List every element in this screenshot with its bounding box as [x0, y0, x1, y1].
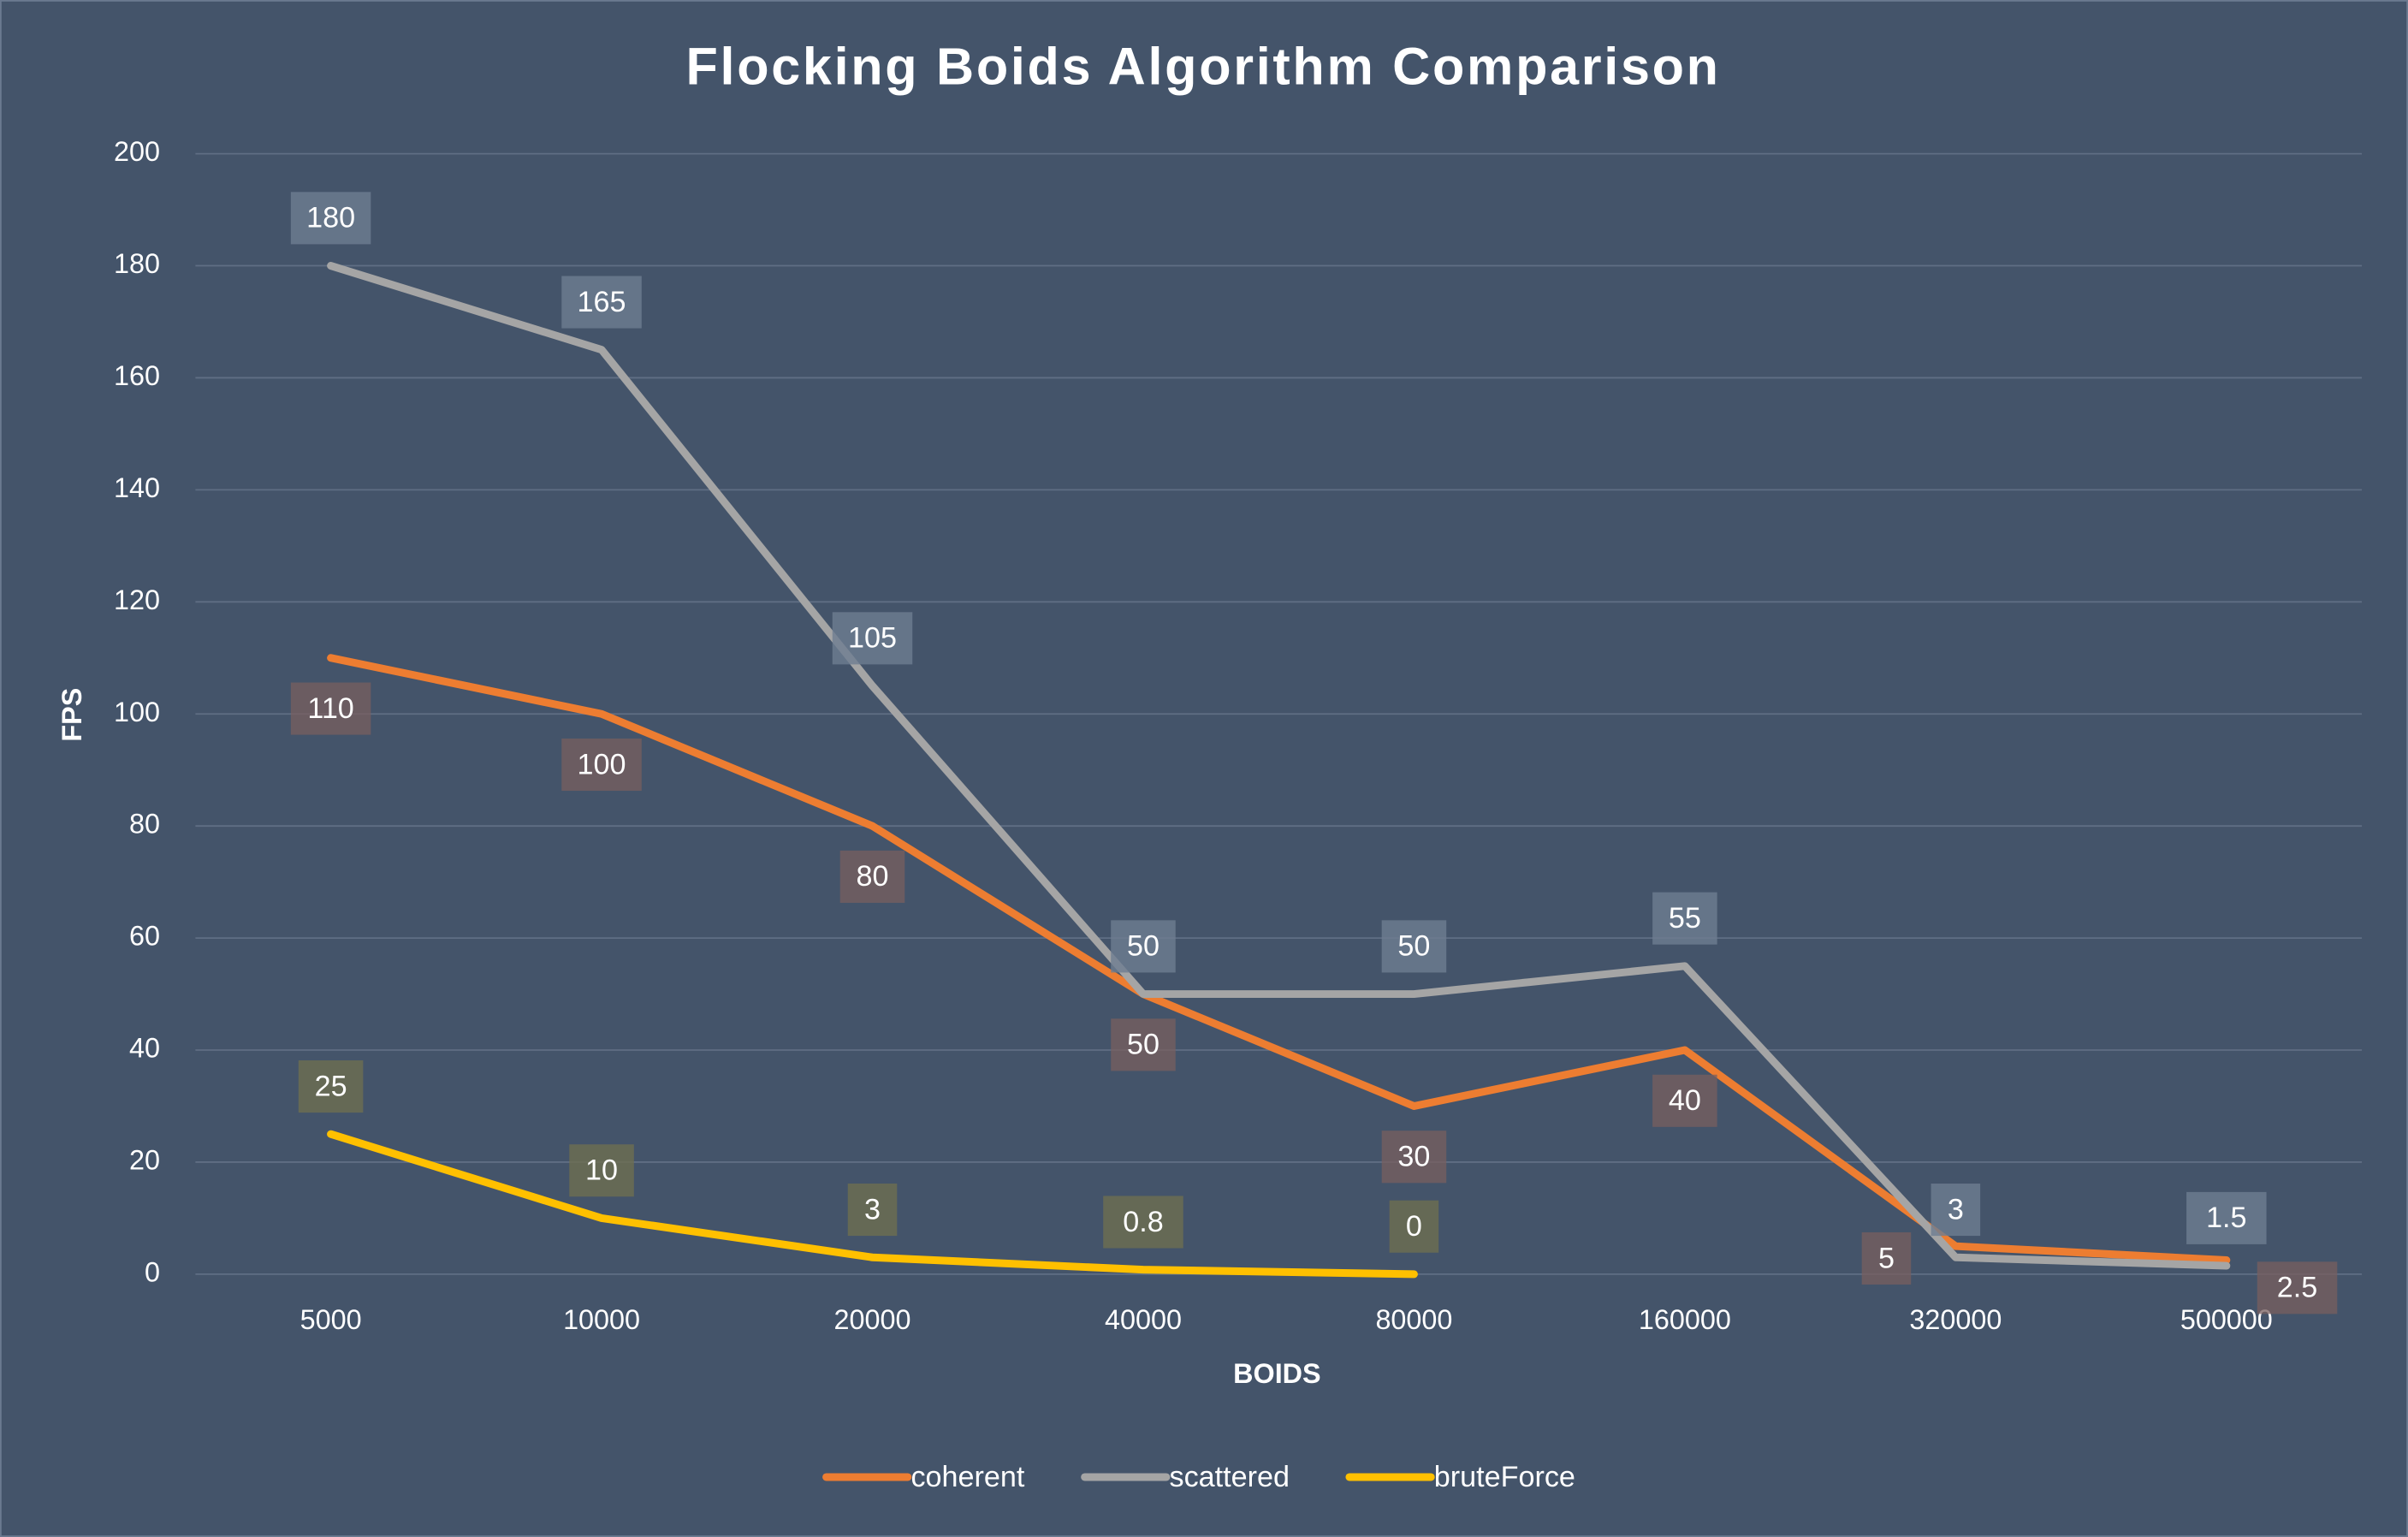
data-label: 0 — [1406, 1210, 1422, 1243]
data-label-box — [290, 192, 371, 245]
x-tick-label: 320000 — [1909, 1304, 2002, 1335]
series-line — [327, 262, 2231, 1270]
y-tick-label: 160 — [114, 360, 160, 391]
data-label-box — [1652, 892, 1717, 945]
data-label: 100 — [578, 748, 626, 780]
y-tick-label: 200 — [114, 136, 160, 167]
data-label-box — [2257, 1261, 2338, 1314]
data-label-box — [1652, 1074, 1717, 1127]
data-label: 55 — [1669, 902, 1701, 935]
data-label: 30 — [1397, 1141, 1430, 1173]
data-label-box — [1381, 920, 1447, 973]
x-tick-label: 160000 — [1639, 1304, 1731, 1335]
data-label-box — [2186, 1191, 2267, 1244]
data-label: 50 — [1127, 930, 1160, 963]
x-tick-label: 5000 — [300, 1304, 362, 1335]
data-label: 10 — [585, 1154, 618, 1187]
data-label: 1.5 — [2206, 1202, 2246, 1234]
data-label: 50 — [1397, 930, 1430, 963]
x-axis-label: BOIDS — [1233, 1358, 1320, 1389]
data-label-box — [847, 1184, 898, 1237]
data-label-box — [1111, 1018, 1176, 1071]
y-tick-label: 140 — [114, 472, 160, 503]
y-tick-label: 40 — [129, 1033, 160, 1064]
data-label-box — [1381, 1130, 1447, 1184]
y-tick-label: 180 — [114, 248, 160, 279]
x-tick-label: 20000 — [834, 1304, 911, 1335]
data-label: 80 — [857, 860, 889, 893]
data-label-box — [1931, 1184, 1981, 1237]
legend-label: coherent — [910, 1461, 1024, 1493]
data-label: 105 — [848, 622, 897, 655]
data-label: 40 — [1669, 1084, 1701, 1117]
data-label: 110 — [307, 692, 353, 725]
series-line — [327, 1130, 1418, 1279]
x-tick-label: 80000 — [1375, 1304, 1452, 1335]
y-tick-label: 80 — [129, 809, 160, 840]
data-label-box — [290, 682, 371, 735]
data-label: 5 — [1878, 1242, 1895, 1274]
data-label: 0.8 — [1123, 1206, 1163, 1238]
data-label: 2.5 — [2277, 1272, 2317, 1304]
x-tick-label: 40000 — [1105, 1304, 1182, 1335]
data-label-box — [1103, 1196, 1183, 1249]
data-label: 165 — [578, 286, 626, 318]
data-label: 3 — [1948, 1193, 1964, 1225]
data-label-box — [569, 1144, 634, 1197]
data-label-box — [561, 738, 642, 792]
data-label: 3 — [864, 1193, 881, 1225]
data-label-box — [561, 276, 642, 329]
data-label-box — [1111, 920, 1176, 973]
data-label-box — [1861, 1231, 1912, 1285]
legend-label: bruteForce — [1434, 1461, 1575, 1493]
data-label: 50 — [1127, 1029, 1160, 1061]
y-tick-label: 120 — [114, 585, 160, 615]
data-label: 180 — [306, 202, 355, 234]
chart-title: Flocking Boids Algorithm Comparison — [686, 38, 1721, 96]
data-label-box — [832, 612, 913, 665]
legend-label: scattered — [1170, 1461, 1290, 1493]
data-label-box — [1389, 1200, 1439, 1253]
data-label: 25 — [315, 1070, 347, 1102]
data-label-box — [839, 850, 905, 903]
data-label-box — [298, 1060, 364, 1113]
y-tick-label: 60 — [129, 921, 160, 952]
y-tick-label: 0 — [145, 1256, 160, 1287]
y-tick-label: 20 — [129, 1145, 160, 1176]
x-tick-label: 10000 — [563, 1304, 640, 1335]
y-axis-label: FPS — [56, 688, 87, 742]
y-tick-label: 100 — [114, 697, 160, 727]
